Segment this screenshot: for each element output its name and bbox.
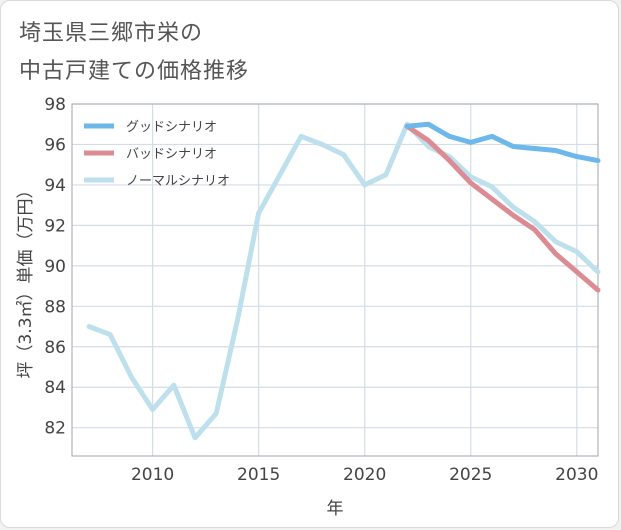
legend-label: ノーマルシナリオ (126, 174, 230, 189)
y-axis-label: 坪（3.3㎡）単価（万円） (16, 181, 36, 378)
y-tick-label: 86 (44, 338, 66, 358)
plot-frame (71, 103, 599, 457)
series-line-1 (404, 123, 601, 293)
y-tick-label: 98 (44, 95, 66, 115)
y-tick-label: 94 (44, 176, 66, 196)
y-tick-label: 96 (44, 135, 66, 155)
series-line-0 (404, 121, 601, 164)
tick-labels: 2010 2015 2020 2025 2030 82 84 86 88 90 92 94 96 98 (44, 95, 598, 485)
series-lines (86, 121, 601, 441)
y-tick-label: 88 (44, 297, 66, 317)
y-tick-label: 90 (44, 257, 66, 277)
legend-label: グッドシナリオ (126, 120, 217, 135)
chart-title-line-1: 埼玉県三郷市栄の (19, 21, 204, 46)
x-tick-label: 2025 (449, 465, 492, 485)
x-tick-label: 2010 (131, 465, 174, 485)
x-axis-label: 年 (327, 499, 344, 519)
x-tick-label: 2015 (237, 465, 280, 485)
y-tick-label: 84 (44, 378, 66, 398)
chart-title-line-2: 中古戸建ての価格推移 (19, 59, 250, 84)
grid-lines (72, 103, 598, 456)
legend-label: バッドシナリオ (126, 147, 217, 162)
x-tick-label: 2020 (343, 465, 386, 485)
series-line-2 (86, 121, 601, 441)
chart-title: 埼玉県三郷市栄の 中古戸建ての価格推移 (19, 15, 249, 91)
y-tick-label: 92 (44, 216, 66, 236)
x-tick-label: 2030 (555, 465, 598, 485)
y-tick-label: 82 (44, 419, 66, 439)
